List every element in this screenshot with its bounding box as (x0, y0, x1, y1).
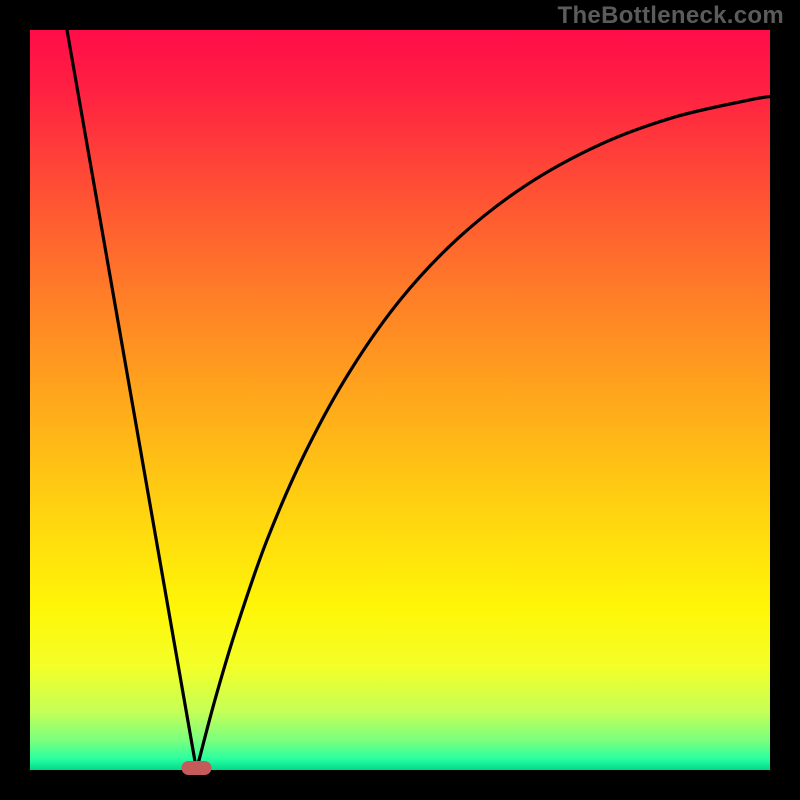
bottleneck-chart (0, 0, 800, 800)
watermark-text: TheBottleneck.com (558, 2, 784, 30)
optimal-marker (182, 761, 212, 775)
chart-container: TheBottleneck.com (0, 0, 800, 800)
plot-background (30, 30, 770, 770)
